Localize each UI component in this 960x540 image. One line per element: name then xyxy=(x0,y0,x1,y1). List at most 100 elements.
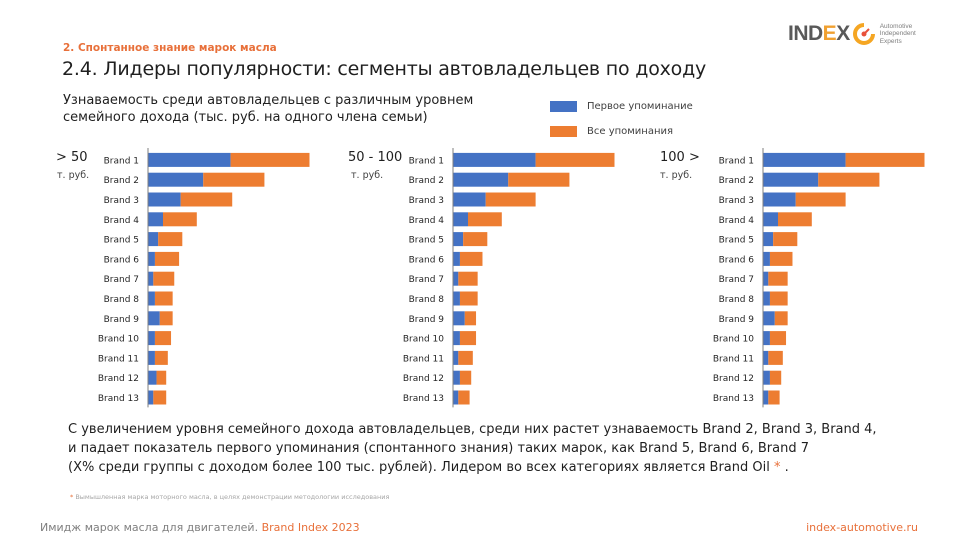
bar-first-mention xyxy=(453,232,464,247)
bar-first-mention xyxy=(763,192,796,207)
bar-all-mentions xyxy=(153,390,167,405)
bar-all-mentions xyxy=(153,271,175,286)
bar-all-mentions xyxy=(769,291,788,306)
group-label-100-plus: 100 > xyxy=(660,150,700,165)
bar-first-mention xyxy=(763,291,770,306)
category-label: Brand 3 xyxy=(104,196,139,206)
legend-item-first-mention: Первое упоминание xyxy=(550,94,693,119)
bar-all-mentions xyxy=(769,251,793,266)
bar-first-mention xyxy=(148,350,155,365)
footer-brand-index: Brand Index 2023 xyxy=(261,521,360,534)
bar-first-mention xyxy=(453,350,459,365)
group-sub-100-plus: т. руб. xyxy=(660,170,693,181)
bar-first-mention xyxy=(148,251,155,266)
bar-all-mentions xyxy=(230,152,310,167)
bar-all-mentions xyxy=(154,291,173,306)
bar-first-mention xyxy=(453,152,536,167)
bar-first-mention xyxy=(763,390,769,405)
bar-first-mention xyxy=(453,311,465,326)
bar-first-mention xyxy=(148,192,181,207)
category-label: Brand 1 xyxy=(719,156,754,166)
bar-all-mentions xyxy=(459,291,478,306)
bar-first-mention xyxy=(763,331,770,346)
bar-first-mention xyxy=(453,390,459,405)
category-label: Brand 12 xyxy=(713,374,754,384)
bar-all-mentions xyxy=(485,192,536,207)
bar-first-mention xyxy=(148,212,163,227)
category-label: Brand 3 xyxy=(719,196,754,206)
conclusion-line: и падает показатель первого упоминания (… xyxy=(68,441,809,456)
category-label: Brand 2 xyxy=(719,176,754,186)
category-label: Brand 8 xyxy=(719,295,755,305)
category-label: Brand 13 xyxy=(403,394,444,404)
category-label: Brand 9 xyxy=(719,315,755,325)
bar-all-mentions xyxy=(203,172,265,187)
bar-all-mentions xyxy=(845,152,925,167)
bar-all-mentions xyxy=(795,192,846,207)
conclusion-end: . xyxy=(784,460,789,475)
bar-first-mention xyxy=(453,192,486,207)
bar-first-mention xyxy=(148,331,155,346)
section-label: 2. Спонтанное знание марок масла xyxy=(63,42,277,54)
category-label: Brand 6 xyxy=(409,255,445,265)
category-label: Brand 4 xyxy=(409,216,445,226)
gauge-logo-icon xyxy=(852,23,875,45)
category-label: Brand 5 xyxy=(104,236,139,246)
bar-first-mention xyxy=(148,390,154,405)
group-sub-50-100: т. руб. xyxy=(351,170,384,181)
legend-item-all-mentions: Все упоминания xyxy=(550,119,693,144)
category-label: Brand 8 xyxy=(104,295,140,305)
bar-all-mentions xyxy=(458,350,473,365)
bar-all-mentions xyxy=(459,331,477,346)
bar-all-mentions xyxy=(777,212,812,227)
bar-all-mentions xyxy=(162,212,197,227)
bar-first-mention xyxy=(453,172,509,187)
bar-first-mention xyxy=(148,370,157,385)
footnote-asterisk: * xyxy=(70,493,74,501)
bar-all-mentions xyxy=(158,232,183,247)
bar-first-mention xyxy=(763,232,774,247)
category-label: Brand 1 xyxy=(409,156,444,166)
category-label: Brand 9 xyxy=(104,315,140,325)
conclusion-line-text: (X% среди группы с доходом более 100 тыс… xyxy=(68,460,770,475)
bar-first-mention xyxy=(148,152,231,167)
bar-first-mention xyxy=(148,172,204,187)
legend-label: Все упоминания xyxy=(587,126,674,137)
bar-first-mention xyxy=(763,370,770,385)
footer-caption: Имидж марок масла для двигателей. Brand … xyxy=(40,521,360,534)
bar-first-mention xyxy=(763,251,770,266)
category-label: Brand 6 xyxy=(104,255,140,265)
bar-first-mention xyxy=(148,232,159,247)
category-label: Brand 2 xyxy=(409,176,444,186)
bar-all-mentions xyxy=(159,311,173,326)
bar-all-mentions xyxy=(768,271,788,286)
bar-first-mention xyxy=(453,251,460,266)
conclusion-text: С увеличением уровня семейного дохода ав… xyxy=(68,420,918,477)
chart-subtitle: Узнаваемость среди автовладельцев с разл… xyxy=(63,93,474,125)
logo-wordmark: INDEX xyxy=(788,22,850,46)
legend-swatch-orange xyxy=(550,126,577,137)
bar-all-mentions xyxy=(458,390,470,405)
bar-first-mention xyxy=(148,291,155,306)
chart-legend: Первое упоминание Все упоминания xyxy=(550,94,693,144)
category-label: Brand 9 xyxy=(409,315,445,325)
bar-first-mention xyxy=(763,152,846,167)
category-label: Brand 12 xyxy=(403,374,444,384)
bar-chart-income-over-50: Brand 1 Brand 2 Brand 3 Brand 4 Brand 5 Brand… xyxy=(98,148,310,408)
category-label: Brand 3 xyxy=(409,196,444,206)
bar-all-mentions xyxy=(467,212,502,227)
conclusion-line: (X% среди группы с доходом более 100 тыс… xyxy=(68,458,918,477)
category-label: Brand 4 xyxy=(719,216,755,226)
bar-first-mention xyxy=(763,172,819,187)
footer-website-link[interactable]: index-automotive.ru xyxy=(806,521,918,534)
category-label: Brand 13 xyxy=(713,394,754,404)
bar-all-mentions xyxy=(818,172,880,187)
category-label: Brand 4 xyxy=(104,216,140,226)
footnote: * Вымышленная марка моторного масла, в ц… xyxy=(70,493,389,501)
bar-first-mention xyxy=(763,350,769,365)
category-label: Brand 11 xyxy=(713,354,754,364)
bar-all-mentions xyxy=(459,251,483,266)
bar-all-mentions xyxy=(768,390,780,405)
bar-all-mentions xyxy=(459,370,472,385)
page-title: 2.4. Лидеры популярности: сегменты автов… xyxy=(62,58,707,80)
